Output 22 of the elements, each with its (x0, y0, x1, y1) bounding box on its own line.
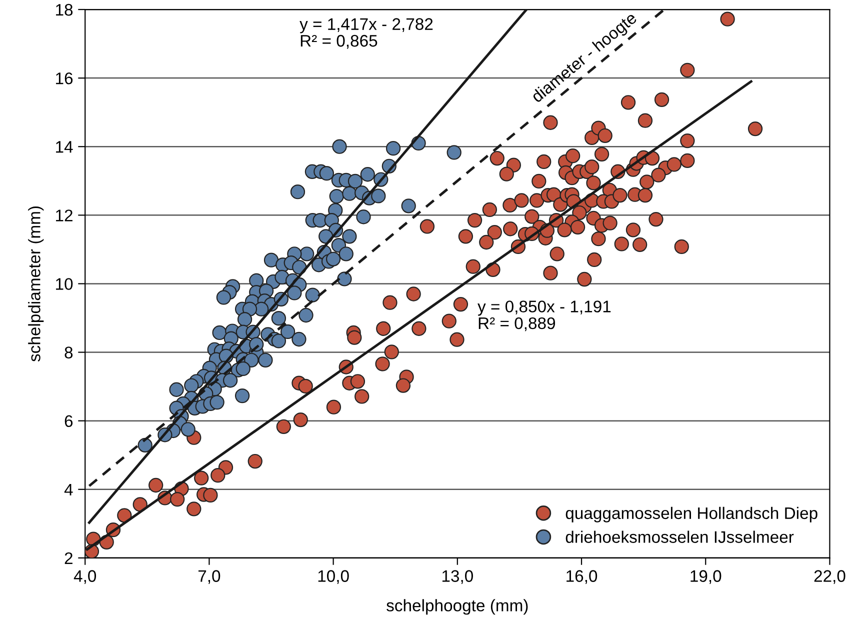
annotation: y = 0,850x - 1,191 R² = 0,889 (478, 300, 611, 332)
x-tick-label: 13,0 (442, 570, 473, 584)
y-tick-label: 18 (56, 4, 73, 16)
y-tick-label: 8 (64, 346, 73, 358)
legend-label: driehoeksmosselen IJsselmeer (566, 530, 794, 543)
x-tick-label: 22,0 (814, 570, 846, 584)
y-tick-label: 4 (64, 484, 73, 496)
x-tick-label: 7,0 (198, 570, 220, 584)
x-axis-title: schelphoogte (mm) (386, 599, 528, 615)
annotation: y = 1,417x - 2,782 R² = 0,865 (300, 18, 433, 49)
x-tick-label: 16,0 (566, 570, 598, 584)
x-tick-label: 4,0 (74, 570, 96, 584)
y-tick-label: 14 (56, 141, 73, 153)
y-tick-label: 12 (56, 210, 72, 222)
x-tick-label: 19,0 (690, 570, 722, 584)
y-tick-label: 16 (56, 72, 73, 84)
y-tick-label: 10 (56, 278, 73, 290)
y-tick-label: 6 (64, 415, 73, 428)
y-tick-label: 2 (64, 552, 72, 564)
legend-label: quaggamosselen Hollandsch Diep (566, 506, 818, 522)
x-tick-label: 10,0 (318, 570, 349, 584)
y-axis-title: schelpdiameter (mm) (28, 206, 44, 362)
